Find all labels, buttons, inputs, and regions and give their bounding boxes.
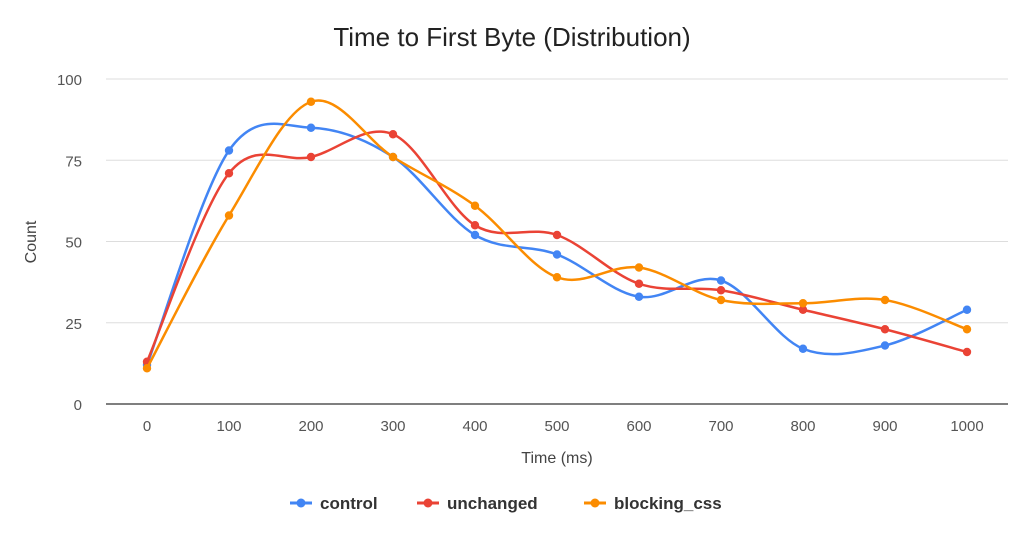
data-point-control[interactable] <box>634 292 644 301</box>
legend-label: unchanged <box>447 494 538 513</box>
data-point-unchanged[interactable] <box>388 130 398 139</box>
y-tick-label: 25 <box>65 316 82 333</box>
series-blocking_css <box>142 97 972 373</box>
legend-swatch-dot <box>590 498 600 508</box>
chart-title: Time to First Byte (Distribution) <box>333 22 690 52</box>
data-point-unchanged[interactable] <box>798 305 808 314</box>
grid-lines <box>106 78 1008 405</box>
data-point-blocking_css[interactable] <box>716 295 726 305</box>
data-point-unchanged[interactable] <box>224 169 234 178</box>
data-point-blocking_css[interactable] <box>552 273 562 282</box>
data-point-blocking_css[interactable] <box>880 295 890 305</box>
data-point-blocking_css[interactable] <box>306 97 316 106</box>
data-point-control[interactable] <box>880 341 890 350</box>
x-tick-label: 100 <box>216 418 241 435</box>
legend-swatch-dot <box>423 498 433 508</box>
series-unchanged <box>142 130 972 366</box>
y-tick-label: 75 <box>65 153 82 170</box>
data-point-blocking_css[interactable] <box>798 299 808 308</box>
legend-label: blocking_css <box>614 494 722 513</box>
data-point-blocking_css[interactable] <box>224 211 234 220</box>
data-point-blocking_css[interactable] <box>470 201 480 210</box>
data-point-control[interactable] <box>716 276 726 285</box>
y-tick-label: 0 <box>74 397 82 414</box>
x-tick-label: 600 <box>626 418 651 435</box>
data-point-blocking_css[interactable] <box>142 364 152 373</box>
x-tick-label: 0 <box>143 418 151 435</box>
data-point-unchanged[interactable] <box>634 279 644 288</box>
x-tick-label: 400 <box>462 418 487 435</box>
x-tick-label: 200 <box>298 418 323 435</box>
x-tick-label: 1000 <box>950 418 983 435</box>
legend[interactable]: control unchanged blocking_css <box>290 494 722 513</box>
data-point-control[interactable] <box>552 250 562 259</box>
legend-item-unchanged[interactable]: unchanged <box>417 494 538 513</box>
x-tick-label: 900 <box>872 418 897 435</box>
series-line-unchanged <box>145 130 969 363</box>
data-point-control[interactable] <box>306 123 316 132</box>
data-point-control[interactable] <box>962 305 972 314</box>
data-point-control[interactable] <box>470 230 480 240</box>
y-axis-label: Count <box>23 220 40 263</box>
series-line-control <box>145 122 969 367</box>
data-point-unchanged[interactable] <box>880 325 890 334</box>
data-point-unchanged[interactable] <box>716 286 726 295</box>
data-point-unchanged[interactable] <box>470 221 480 230</box>
x-tick-label: 800 <box>790 418 815 435</box>
x-tick-label: 300 <box>380 418 405 435</box>
data-point-unchanged[interactable] <box>306 152 316 162</box>
series-layer <box>142 97 972 373</box>
x-tick-label: 700 <box>708 418 733 435</box>
y-axis-ticks: 0 25 50 75 100 <box>57 72 82 414</box>
legend-swatch-dot <box>296 498 306 508</box>
y-tick-label: 100 <box>57 72 82 89</box>
legend-label: control <box>320 494 378 513</box>
x-axis-ticks: 0 100 200 300 400 500 600 700 800 900 1000 <box>143 418 984 435</box>
legend-item-control[interactable]: control <box>290 494 378 513</box>
series-line-blocking_css <box>145 99 969 370</box>
data-point-control[interactable] <box>798 344 808 353</box>
data-point-blocking_css[interactable] <box>634 263 644 272</box>
x-axis-label: Time (ms) <box>521 450 592 467</box>
data-point-blocking_css[interactable] <box>388 152 398 162</box>
x-tick-label: 500 <box>544 418 569 435</box>
data-point-control[interactable] <box>224 146 234 155</box>
data-point-blocking_css[interactable] <box>962 325 972 334</box>
legend-item-blocking_css[interactable]: blocking_css <box>584 494 722 513</box>
data-point-unchanged[interactable] <box>552 230 562 240</box>
y-tick-label: 50 <box>65 235 82 252</box>
data-point-unchanged[interactable] <box>962 347 972 357</box>
